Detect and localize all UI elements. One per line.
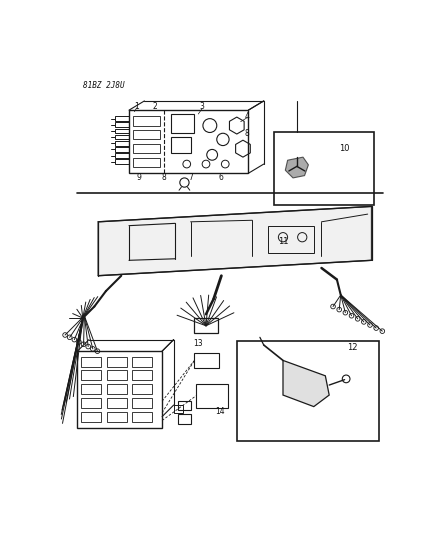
Bar bbox=[107, 412, 127, 422]
Text: 12: 12 bbox=[347, 343, 357, 352]
Text: 13: 13 bbox=[194, 339, 203, 348]
Text: 7: 7 bbox=[188, 173, 193, 182]
Bar bbox=[132, 398, 152, 408]
Text: 8: 8 bbox=[244, 129, 249, 138]
Bar bbox=[194, 318, 218, 334]
Bar bbox=[78, 351, 162, 428]
Bar bbox=[132, 412, 152, 422]
Bar bbox=[133, 130, 160, 140]
Bar bbox=[177, 414, 191, 424]
Bar bbox=[81, 398, 101, 408]
Bar bbox=[107, 398, 127, 408]
Bar bbox=[81, 412, 101, 422]
Bar bbox=[115, 141, 129, 146]
Text: 4: 4 bbox=[244, 112, 249, 121]
Polygon shape bbox=[285, 157, 308, 178]
Bar bbox=[132, 370, 152, 381]
Bar bbox=[115, 116, 129, 121]
Text: 11: 11 bbox=[278, 237, 288, 246]
Bar bbox=[115, 123, 129, 127]
Bar bbox=[115, 128, 129, 133]
Bar bbox=[274, 132, 374, 205]
Bar bbox=[268, 225, 314, 253]
Text: 10: 10 bbox=[339, 144, 350, 153]
Text: 81BZ 2J8U: 81BZ 2J8U bbox=[83, 81, 124, 90]
Bar bbox=[237, 341, 379, 441]
Bar bbox=[173, 405, 183, 413]
Text: 1: 1 bbox=[134, 102, 139, 111]
Bar bbox=[81, 357, 101, 367]
Bar bbox=[132, 384, 152, 394]
Text: 6: 6 bbox=[219, 173, 224, 182]
Bar bbox=[133, 158, 160, 167]
Bar bbox=[107, 384, 127, 394]
Bar bbox=[177, 401, 191, 410]
Bar bbox=[133, 116, 160, 126]
Text: 3: 3 bbox=[200, 102, 205, 111]
Bar bbox=[115, 147, 129, 152]
Bar bbox=[129, 110, 248, 173]
Bar bbox=[133, 144, 160, 154]
Bar bbox=[115, 159, 129, 164]
Polygon shape bbox=[283, 360, 329, 407]
Bar bbox=[194, 353, 219, 368]
Bar bbox=[115, 135, 129, 140]
Bar bbox=[81, 384, 101, 394]
Bar bbox=[132, 357, 152, 367]
Bar bbox=[171, 114, 194, 133]
Bar bbox=[107, 370, 127, 381]
Bar bbox=[196, 384, 228, 408]
Polygon shape bbox=[98, 206, 371, 276]
Bar bbox=[107, 357, 127, 367]
Bar bbox=[171, 137, 191, 152]
Bar bbox=[115, 154, 129, 158]
Text: 2: 2 bbox=[152, 102, 157, 111]
Text: 9: 9 bbox=[137, 173, 141, 182]
Bar bbox=[81, 370, 101, 381]
Text: 14: 14 bbox=[215, 408, 225, 416]
Text: 8: 8 bbox=[161, 173, 166, 182]
